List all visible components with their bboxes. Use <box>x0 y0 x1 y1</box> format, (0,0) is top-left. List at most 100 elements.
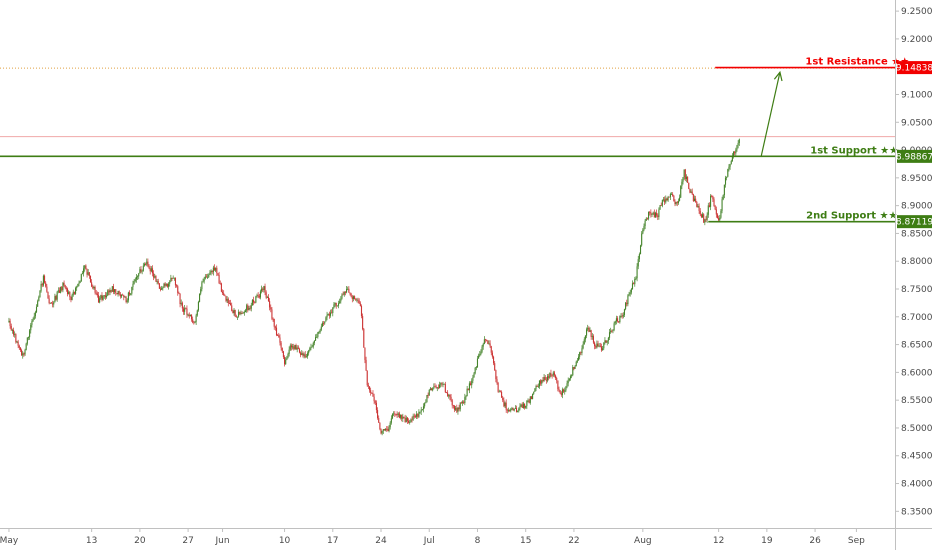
candle <box>730 159 732 165</box>
candle <box>87 269 89 276</box>
x-tick-label: 8 <box>475 536 481 546</box>
candle <box>81 270 83 275</box>
y-tick-label: 8.95000 <box>901 174 932 184</box>
1st-support-price-badge <box>897 149 932 163</box>
time-axis[interactable]: May 13 20 27 Jun 10 17 24 Jul 8 15 22 Aug 12 19 26 Sep <box>0 528 865 546</box>
candle <box>42 274 44 287</box>
candle <box>688 182 690 190</box>
candle <box>303 352 305 359</box>
candle <box>385 428 387 432</box>
candle <box>606 340 608 346</box>
candle <box>332 307 334 317</box>
candle <box>502 395 504 403</box>
candle <box>487 340 489 345</box>
candle <box>305 354 307 358</box>
candle <box>17 339 19 349</box>
candle <box>205 274 208 278</box>
level-lines: 1st Resistance ★★1st Support ★★2nd Suppo… <box>0 57 909 223</box>
candle <box>435 384 437 389</box>
2nd-support-label: 2nd Support ★★ <box>806 211 897 222</box>
candle <box>173 277 175 281</box>
candle <box>552 370 554 378</box>
candle <box>442 381 444 388</box>
candle <box>240 310 242 316</box>
candle <box>70 296 72 303</box>
candle <box>95 290 97 296</box>
candle <box>357 297 359 304</box>
candle <box>161 285 163 290</box>
candle <box>224 294 226 297</box>
candle <box>696 200 698 208</box>
candle <box>297 345 299 350</box>
candle <box>738 138 740 146</box>
candle <box>259 289 261 300</box>
candle <box>364 347 366 364</box>
y-tick-label: 8.35000 <box>901 507 932 517</box>
candle <box>31 319 33 328</box>
candle <box>540 379 542 386</box>
candle <box>256 293 258 298</box>
candle <box>77 283 79 288</box>
candle <box>21 348 23 356</box>
candle <box>576 358 578 364</box>
candle <box>433 383 435 390</box>
candle <box>507 407 510 413</box>
candle <box>295 343 297 350</box>
candle <box>335 302 337 309</box>
candle <box>218 271 220 284</box>
candle <box>150 266 152 273</box>
candle <box>367 382 369 390</box>
candle <box>513 408 515 412</box>
candle <box>97 291 100 303</box>
candle <box>258 293 260 299</box>
candle <box>270 304 272 313</box>
candle <box>119 292 121 299</box>
candle <box>286 355 288 361</box>
candle <box>200 286 202 296</box>
candle <box>239 311 241 315</box>
candle <box>349 292 351 296</box>
candle <box>577 353 580 361</box>
candle <box>360 304 363 319</box>
candle <box>441 382 443 387</box>
candle <box>520 403 522 408</box>
candle <box>124 295 126 298</box>
x-tick-label: 24 <box>375 536 387 546</box>
candle <box>388 425 390 433</box>
candle <box>510 407 512 413</box>
candle <box>141 269 143 275</box>
candle <box>521 402 523 409</box>
candle <box>628 291 630 297</box>
candle <box>208 273 210 279</box>
candle <box>184 305 186 315</box>
candle <box>615 315 617 325</box>
candle <box>707 202 709 218</box>
1st-support-name: 1st Support <box>810 145 877 156</box>
candle <box>195 313 197 325</box>
candle <box>274 325 276 331</box>
candle <box>591 333 593 340</box>
y-tick-label: 8.60000 <box>901 368 932 378</box>
candle <box>456 404 458 413</box>
candle <box>401 414 403 422</box>
candle <box>597 340 599 348</box>
candle <box>282 350 284 359</box>
candle <box>447 390 449 397</box>
candle <box>317 331 319 339</box>
candle <box>704 218 706 226</box>
candle <box>308 349 310 356</box>
candle <box>563 388 565 393</box>
x-tick-label: 19 <box>761 536 773 546</box>
candle <box>96 291 98 298</box>
candle <box>412 413 414 421</box>
candle <box>589 327 591 332</box>
candle <box>728 164 730 172</box>
candle <box>56 290 58 302</box>
candle <box>65 286 67 292</box>
candle <box>458 404 460 412</box>
candle <box>714 204 716 211</box>
candle <box>470 381 472 386</box>
candle <box>700 213 702 219</box>
candle <box>734 150 736 156</box>
